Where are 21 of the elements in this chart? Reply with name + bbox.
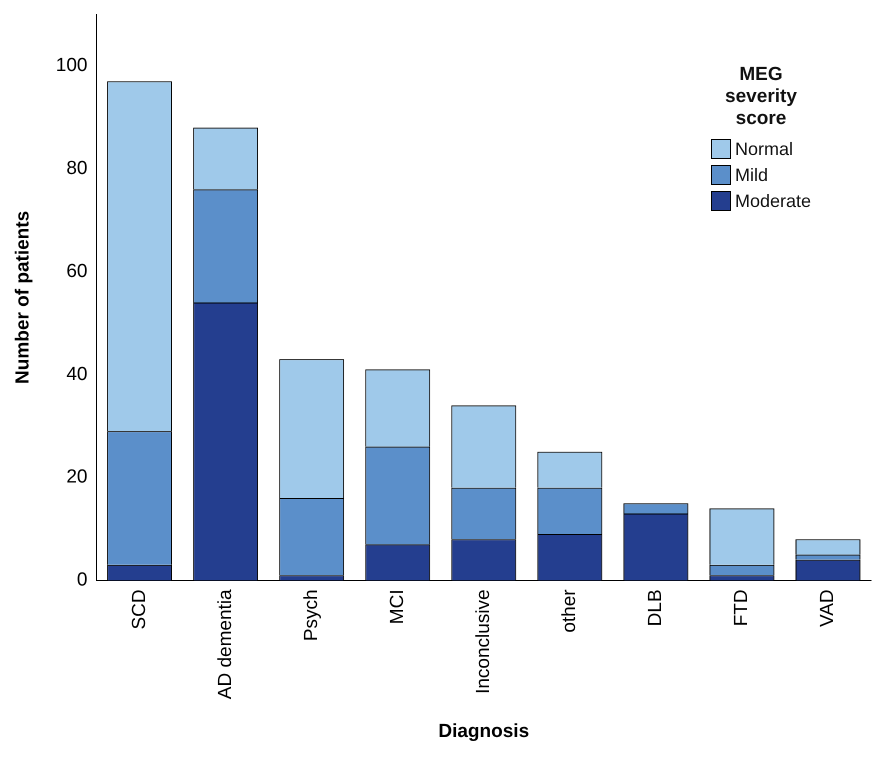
legend-label: Moderate (734, 190, 811, 212)
y-tick-label: 100 (56, 55, 88, 76)
x-tick-label: AD dementia (214, 588, 236, 700)
x-axis-title: Diagnosis (438, 720, 530, 742)
legend-title: MEG severity score (724, 64, 798, 130)
x-tick-label: Psych (300, 589, 322, 642)
x-tick-label: FTD (731, 589, 752, 626)
y-tick-label: 80 (66, 158, 88, 179)
x-tick-label: Inconclusive (472, 589, 494, 694)
x-tick-label: other (559, 588, 580, 633)
y-axis-title: Number of patients (12, 210, 34, 384)
y-tick-label: 0 (76, 570, 88, 591)
y-tick-label: 40 (66, 364, 88, 385)
legend-label: Mild (734, 164, 768, 186)
x-tick-label: MCI (386, 589, 408, 624)
x-tick-label: DLB (645, 589, 666, 626)
y-tick-label: 20 (66, 466, 88, 488)
y-tick-label: 60 (66, 260, 88, 282)
x-tick-label: SCD (128, 589, 150, 630)
legend-label: Normal (734, 138, 793, 160)
x-tick-label: VAD (817, 589, 838, 628)
